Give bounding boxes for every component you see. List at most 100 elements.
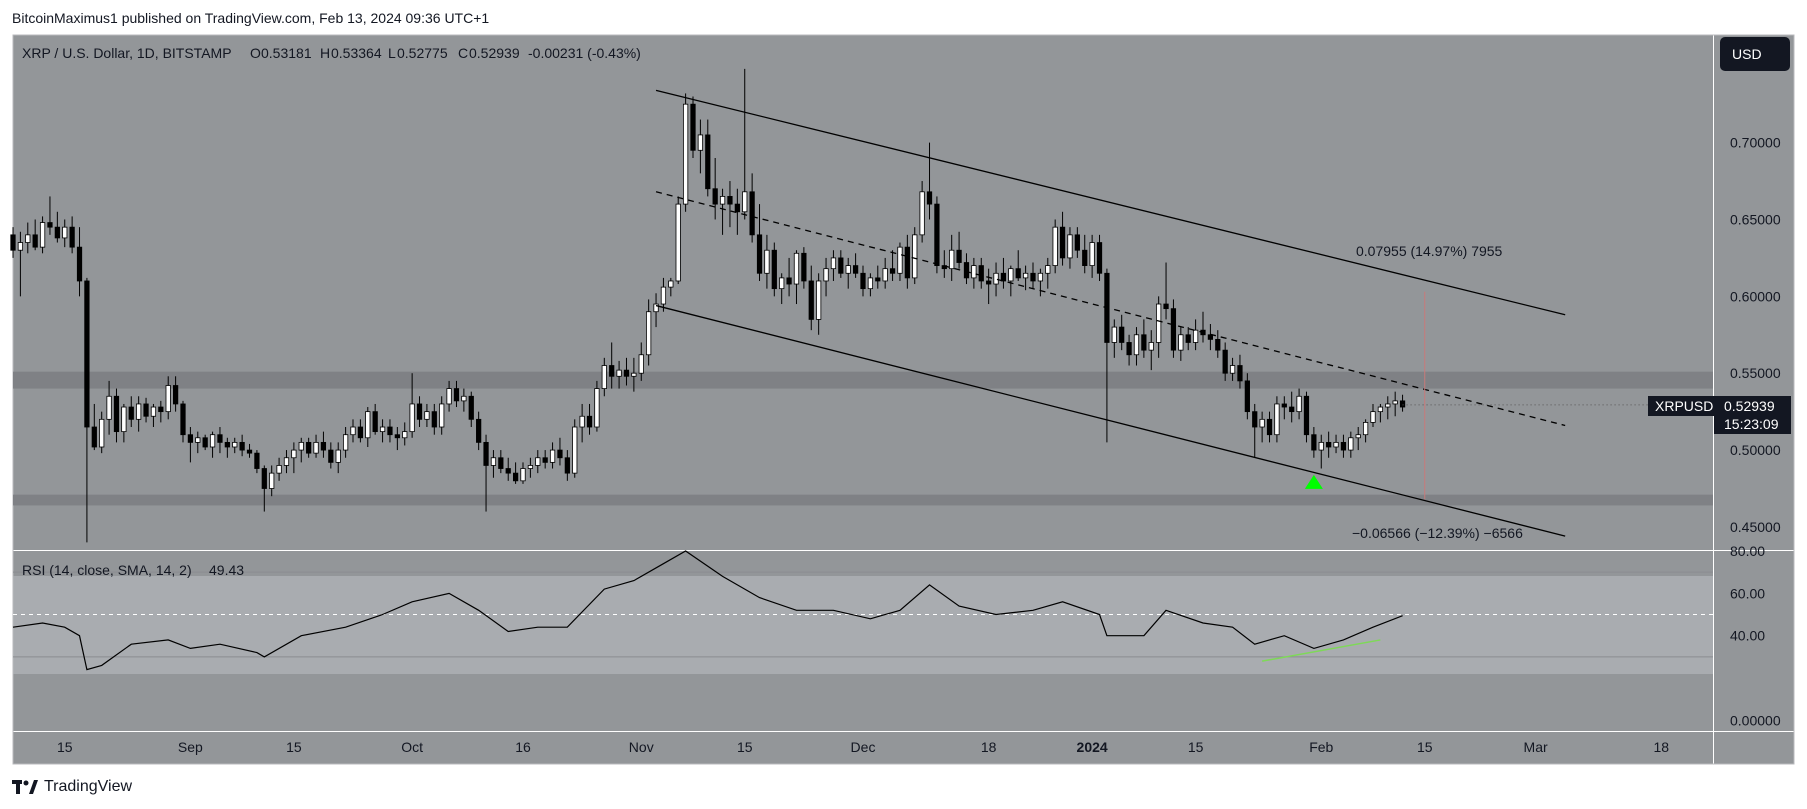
- candle-up-body: [62, 226, 68, 239]
- candle-down-body: [934, 203, 940, 266]
- ohlc-l-label: L: [388, 45, 396, 61]
- candle-up-body: [461, 395, 467, 402]
- candle-down-body: [512, 472, 519, 482]
- candle-up-body: [549, 449, 556, 463]
- rsi-tick-label: 60.00: [1730, 585, 1765, 601]
- candle-up-body: [195, 437, 201, 443]
- rsi-tick-label: 40.00: [1730, 628, 1765, 644]
- candle: [875, 265, 881, 289]
- candle: [993, 262, 999, 297]
- candle-up-body: [697, 134, 704, 151]
- candle: [25, 222, 31, 254]
- candle: [342, 427, 349, 458]
- candle: [867, 273, 874, 297]
- candle-down-body: [808, 280, 814, 320]
- candle-up-body: [535, 457, 541, 466]
- candle-down-body: [690, 103, 696, 151]
- candle-up-body: [350, 426, 356, 436]
- candle-down-body: [357, 426, 364, 439]
- candle: [172, 376, 179, 412]
- candle: [10, 227, 16, 258]
- candle: [675, 196, 681, 285]
- candle-up-body: [1067, 234, 1073, 259]
- candle-down-body: [986, 280, 992, 285]
- candle-down-body: [1207, 334, 1214, 340]
- candle: [32, 219, 38, 251]
- candle: [926, 142, 933, 220]
- candle-up-body: [1392, 400, 1398, 405]
- candle-up-body: [742, 191, 748, 213]
- candle-up-body: [1229, 365, 1236, 374]
- candle-up-body: [949, 249, 955, 270]
- candle-down-body: [372, 411, 378, 433]
- candle: [749, 173, 755, 243]
- up-arrow-icon: [1304, 474, 1323, 489]
- publisher-line: BitcoinMaximus1 published on TradingView…: [12, 10, 490, 26]
- candle: [276, 457, 282, 481]
- candle: [99, 411, 105, 454]
- candle: [971, 257, 977, 289]
- candle-down-body: [47, 222, 53, 228]
- candle-down-body: [483, 441, 489, 466]
- tradingview-logo-icon: [12, 780, 38, 794]
- candle: [586, 403, 593, 435]
- rsi-indicator: [12, 550, 1713, 671]
- measure-upper-label: 0.07955 (14.97%) 7955: [1356, 243, 1503, 259]
- candle-up-body: [232, 441, 238, 448]
- candle: [121, 403, 127, 443]
- candle: [1289, 391, 1295, 423]
- candle-down-body: [1244, 380, 1250, 413]
- price-tick-label: 0.55000: [1730, 365, 1781, 381]
- candle: [1022, 265, 1029, 291]
- candle-up-body: [298, 441, 304, 451]
- ohlc-l: 0.52775: [397, 45, 448, 61]
- candle: [830, 250, 837, 281]
- candle: [801, 247, 807, 289]
- candle-up-body: [638, 354, 644, 374]
- candle-up-body: [1045, 265, 1051, 274]
- candle-down-body: [889, 268, 896, 274]
- candle: [1399, 394, 1406, 412]
- price-tick-label: 0.50000: [1730, 442, 1781, 458]
- candle: [1156, 296, 1162, 358]
- candle-up-body: [527, 465, 534, 469]
- candle: [1266, 411, 1273, 443]
- candle: [823, 257, 829, 297]
- candle-down-body: [431, 411, 437, 428]
- candle-down-body: [1326, 441, 1332, 448]
- candle: [986, 268, 992, 305]
- candle: [549, 442, 556, 469]
- candle-up-body: [1089, 242, 1095, 266]
- candle-down-body: [712, 188, 718, 205]
- candle-up-body: [1008, 268, 1014, 282]
- tradingview-logo[interactable]: TradingView: [12, 778, 132, 796]
- candle-up-body: [601, 365, 607, 389]
- ohlc-c: 0.52939: [469, 45, 520, 61]
- time-tick-label: 15: [1188, 739, 1204, 755]
- candle-up-body: [276, 465, 282, 474]
- price-zone: [13, 494, 1713, 506]
- candle: [490, 450, 497, 478]
- candle: [1119, 314, 1125, 351]
- candle: [1333, 434, 1339, 454]
- ohlc-o: 0.53181: [261, 45, 312, 61]
- candle-down-body: [542, 457, 548, 463]
- candle-down-body: [1252, 411, 1258, 428]
- candle-up-body: [631, 372, 637, 377]
- candle: [39, 216, 46, 254]
- candle: [616, 360, 622, 389]
- candle-down-body: [1185, 334, 1191, 343]
- candle-down-body: [239, 441, 245, 451]
- candle-up-body: [1037, 272, 1044, 282]
- price-axis-ticks: 0.70000 0.65000 0.60000 0.55000 0.50000 0.450…: [1730, 135, 1781, 535]
- candle: [357, 419, 364, 443]
- candle: [1281, 396, 1287, 420]
- candle-up-body: [675, 203, 681, 282]
- candle: [350, 419, 356, 443]
- candle-down-body: [1289, 406, 1295, 413]
- candle-up-body: [660, 286, 667, 305]
- candle: [764, 234, 770, 289]
- candle: [187, 427, 194, 463]
- currency-button[interactable]: USD: [1720, 37, 1790, 71]
